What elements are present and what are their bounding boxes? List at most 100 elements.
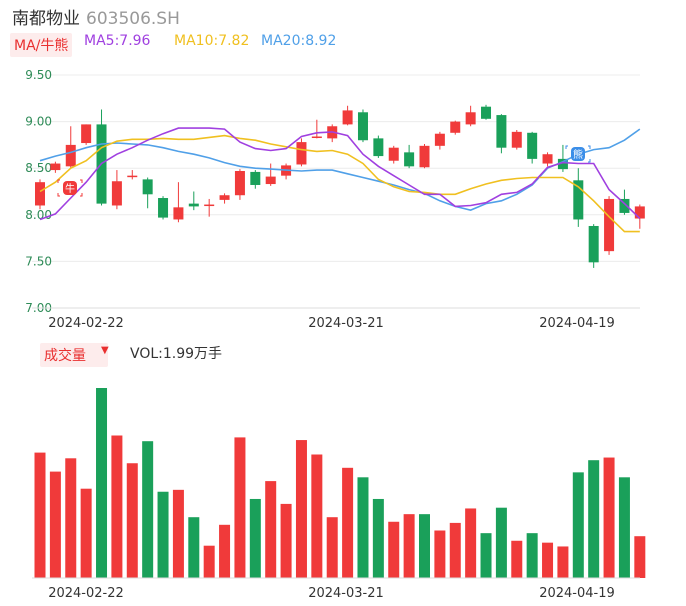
volume-bar (80, 488, 92, 578)
volume-bar (34, 452, 46, 578)
candle-body (404, 152, 415, 167)
volume-bar (526, 533, 538, 578)
volume-bar (111, 435, 123, 578)
volume-bar (618, 477, 630, 578)
candle-body (204, 204, 215, 207)
volume-bar (372, 498, 384, 578)
candle-body (542, 154, 553, 164)
volume-bar (434, 530, 446, 578)
candle-body (527, 132, 538, 159)
candle-body (158, 198, 169, 218)
candle-body (434, 133, 445, 146)
volume-bar (572, 472, 584, 578)
volume-bar (295, 440, 307, 578)
price-grid (32, 74, 640, 309)
candle-body (50, 163, 61, 171)
candle-body (296, 142, 307, 165)
volume-bar (634, 536, 646, 578)
volume-bar (219, 524, 231, 578)
signal-marker-badge (571, 147, 585, 161)
volume-bar (495, 507, 507, 578)
candle-body (65, 144, 76, 167)
x-tick-label: 2024-04-19 (539, 316, 615, 331)
volume-bars (34, 388, 646, 578)
volume-bar (188, 517, 200, 578)
y-tick-label: 7.50 (25, 254, 52, 268)
volume-bar (588, 460, 600, 578)
volume-bar (342, 467, 354, 578)
volume-bar (403, 514, 415, 578)
volume-bar (249, 498, 261, 578)
candle-body (173, 207, 184, 220)
candle-body (234, 170, 245, 196)
candle-body (311, 136, 322, 139)
candle-body (265, 176, 276, 185)
candle-body (188, 203, 199, 207)
volume-bar (265, 481, 277, 578)
candle-body (373, 138, 384, 157)
volume-bar (280, 503, 292, 578)
y-tick-label: 8.50 (25, 161, 52, 175)
volume-bar (326, 517, 338, 578)
volume-x-tick-label: 2024-02-22 (48, 586, 124, 601)
candle-body (511, 131, 522, 148)
volume-bar (480, 533, 492, 578)
y-tick-label: 9.50 (25, 68, 52, 82)
volume-bar (126, 463, 138, 578)
candle-body (619, 198, 630, 213)
ma20-label: MA20:8.92 (261, 33, 337, 49)
volume-bar (603, 457, 615, 578)
volume-bar (419, 514, 430, 578)
candle-body (35, 182, 45, 206)
volume-bar (142, 441, 154, 578)
candle-body (81, 124, 92, 144)
candle-body (481, 106, 492, 119)
candle-body (419, 145, 430, 168)
candle-body (450, 121, 461, 133)
candle-body (219, 195, 230, 200)
stock-title: 南都物业 603506.SH (12, 4, 180, 29)
y-tick-label: 8.00 (25, 208, 52, 222)
signal-marker-badge (63, 181, 77, 195)
ma-indicator-tag[interactable]: MA/牛熊 (10, 33, 73, 57)
volume-bar (203, 545, 215, 578)
candle-body (250, 171, 261, 185)
volume-label: VOL:1.99万手 (130, 346, 223, 362)
candle-body (496, 115, 507, 148)
candle-body (342, 110, 353, 125)
candle-body (634, 206, 645, 219)
volume-bar (157, 491, 169, 578)
volume-indicator-tag[interactable]: 成交量 (40, 343, 108, 367)
volume-bar (311, 454, 323, 578)
volume-bar (465, 508, 477, 578)
volume-x-tick-label: 2024-03-21 (308, 586, 384, 601)
ma20-line (39, 128, 641, 211)
signal-marker-label: 熊 (573, 148, 583, 161)
candle-body (604, 198, 615, 252)
caret-down-icon[interactable]: ▼ (101, 345, 109, 356)
volume-bar (172, 489, 184, 578)
volume-bar (449, 522, 461, 578)
date-axis: 2024-02-22 2024-02-22 2024-03-21 2024-03-21… (32, 307, 640, 601)
y-tick-label: 9.00 (25, 115, 52, 129)
volume-bar (557, 546, 569, 578)
ma10-label: MA10:7.82 (174, 33, 250, 49)
candle-body (573, 180, 584, 220)
volume-bar (49, 471, 61, 578)
candle-body (588, 225, 599, 263)
stock-name: 南都物业 (12, 9, 80, 29)
volume-bar (234, 437, 246, 578)
volume-bar (542, 542, 554, 578)
signal-marker-label: 牛 (65, 182, 75, 195)
candle-body (127, 175, 138, 178)
volume-bar (357, 477, 369, 578)
ma5-label: MA5:7.96 (84, 33, 151, 49)
ma5-line (39, 127, 641, 221)
x-tick-label: 2024-02-22 (48, 316, 124, 331)
candlesticks (35, 104, 645, 268)
signal-marker-bracket (57, 179, 83, 197)
volume-bar (511, 540, 523, 578)
candle-body (557, 158, 568, 170)
ma-lines (39, 127, 641, 233)
